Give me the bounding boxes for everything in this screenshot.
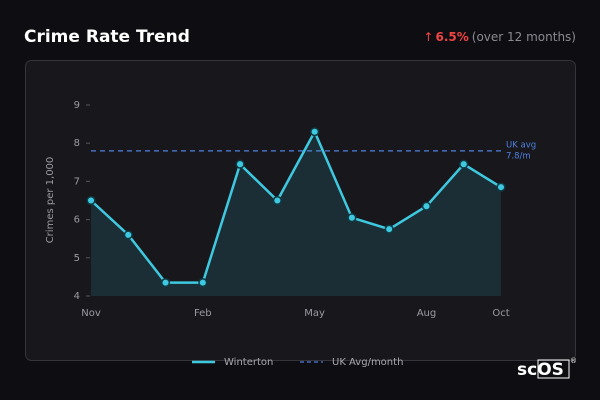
y-tick-label: 7 [74,176,80,187]
brand-logo: scOS ® [517,357,577,380]
y-tick-label: 6 [74,215,80,226]
reference-label: 7.8/m [506,151,531,161]
change-note: (over 12 months) [472,30,576,44]
series-area [91,131,501,296]
y-tick-label: 4 [74,291,80,302]
y-axis-title: Crimes per 1,000 [45,157,56,244]
change-summary: ↑ 6.5% (over 12 months) [423,30,576,44]
brand-box [537,359,570,379]
y-tick-label: 5 [74,253,80,264]
x-tick-label: Oct [492,308,509,319]
change-arrow: ↑ [423,30,433,44]
legend-label: UK Avg/month [332,357,403,368]
data-point [421,201,432,211]
y-tick-label: 8 [74,138,80,149]
y-tick-label: 9 [74,100,80,111]
data-point [459,159,469,169]
legend-label: Winterton [224,357,273,368]
data-point [272,195,282,206]
brand-text: scOS [517,360,564,380]
data-point [496,182,506,192]
change-value: 6.5% [435,30,468,44]
series-line [90,130,502,284]
data-point [384,224,394,234]
legend: Winterton UK Avg/month [192,357,403,368]
data-point [160,278,171,288]
data-point [347,213,357,223]
chart-title: Crime Rate Trend [24,27,190,47]
reference-label: UK avg [506,140,536,150]
x-tick-label: May [304,308,325,319]
data-point [198,278,208,288]
data-point [86,195,96,206]
brand-mark: ® [570,357,577,365]
data-point [310,127,320,137]
x-tick-label: Aug [417,308,437,319]
x-tick-label: Nov [81,308,101,319]
data-point [235,159,245,169]
x-tick-label: Feb [194,308,212,319]
data-point [123,230,133,240]
